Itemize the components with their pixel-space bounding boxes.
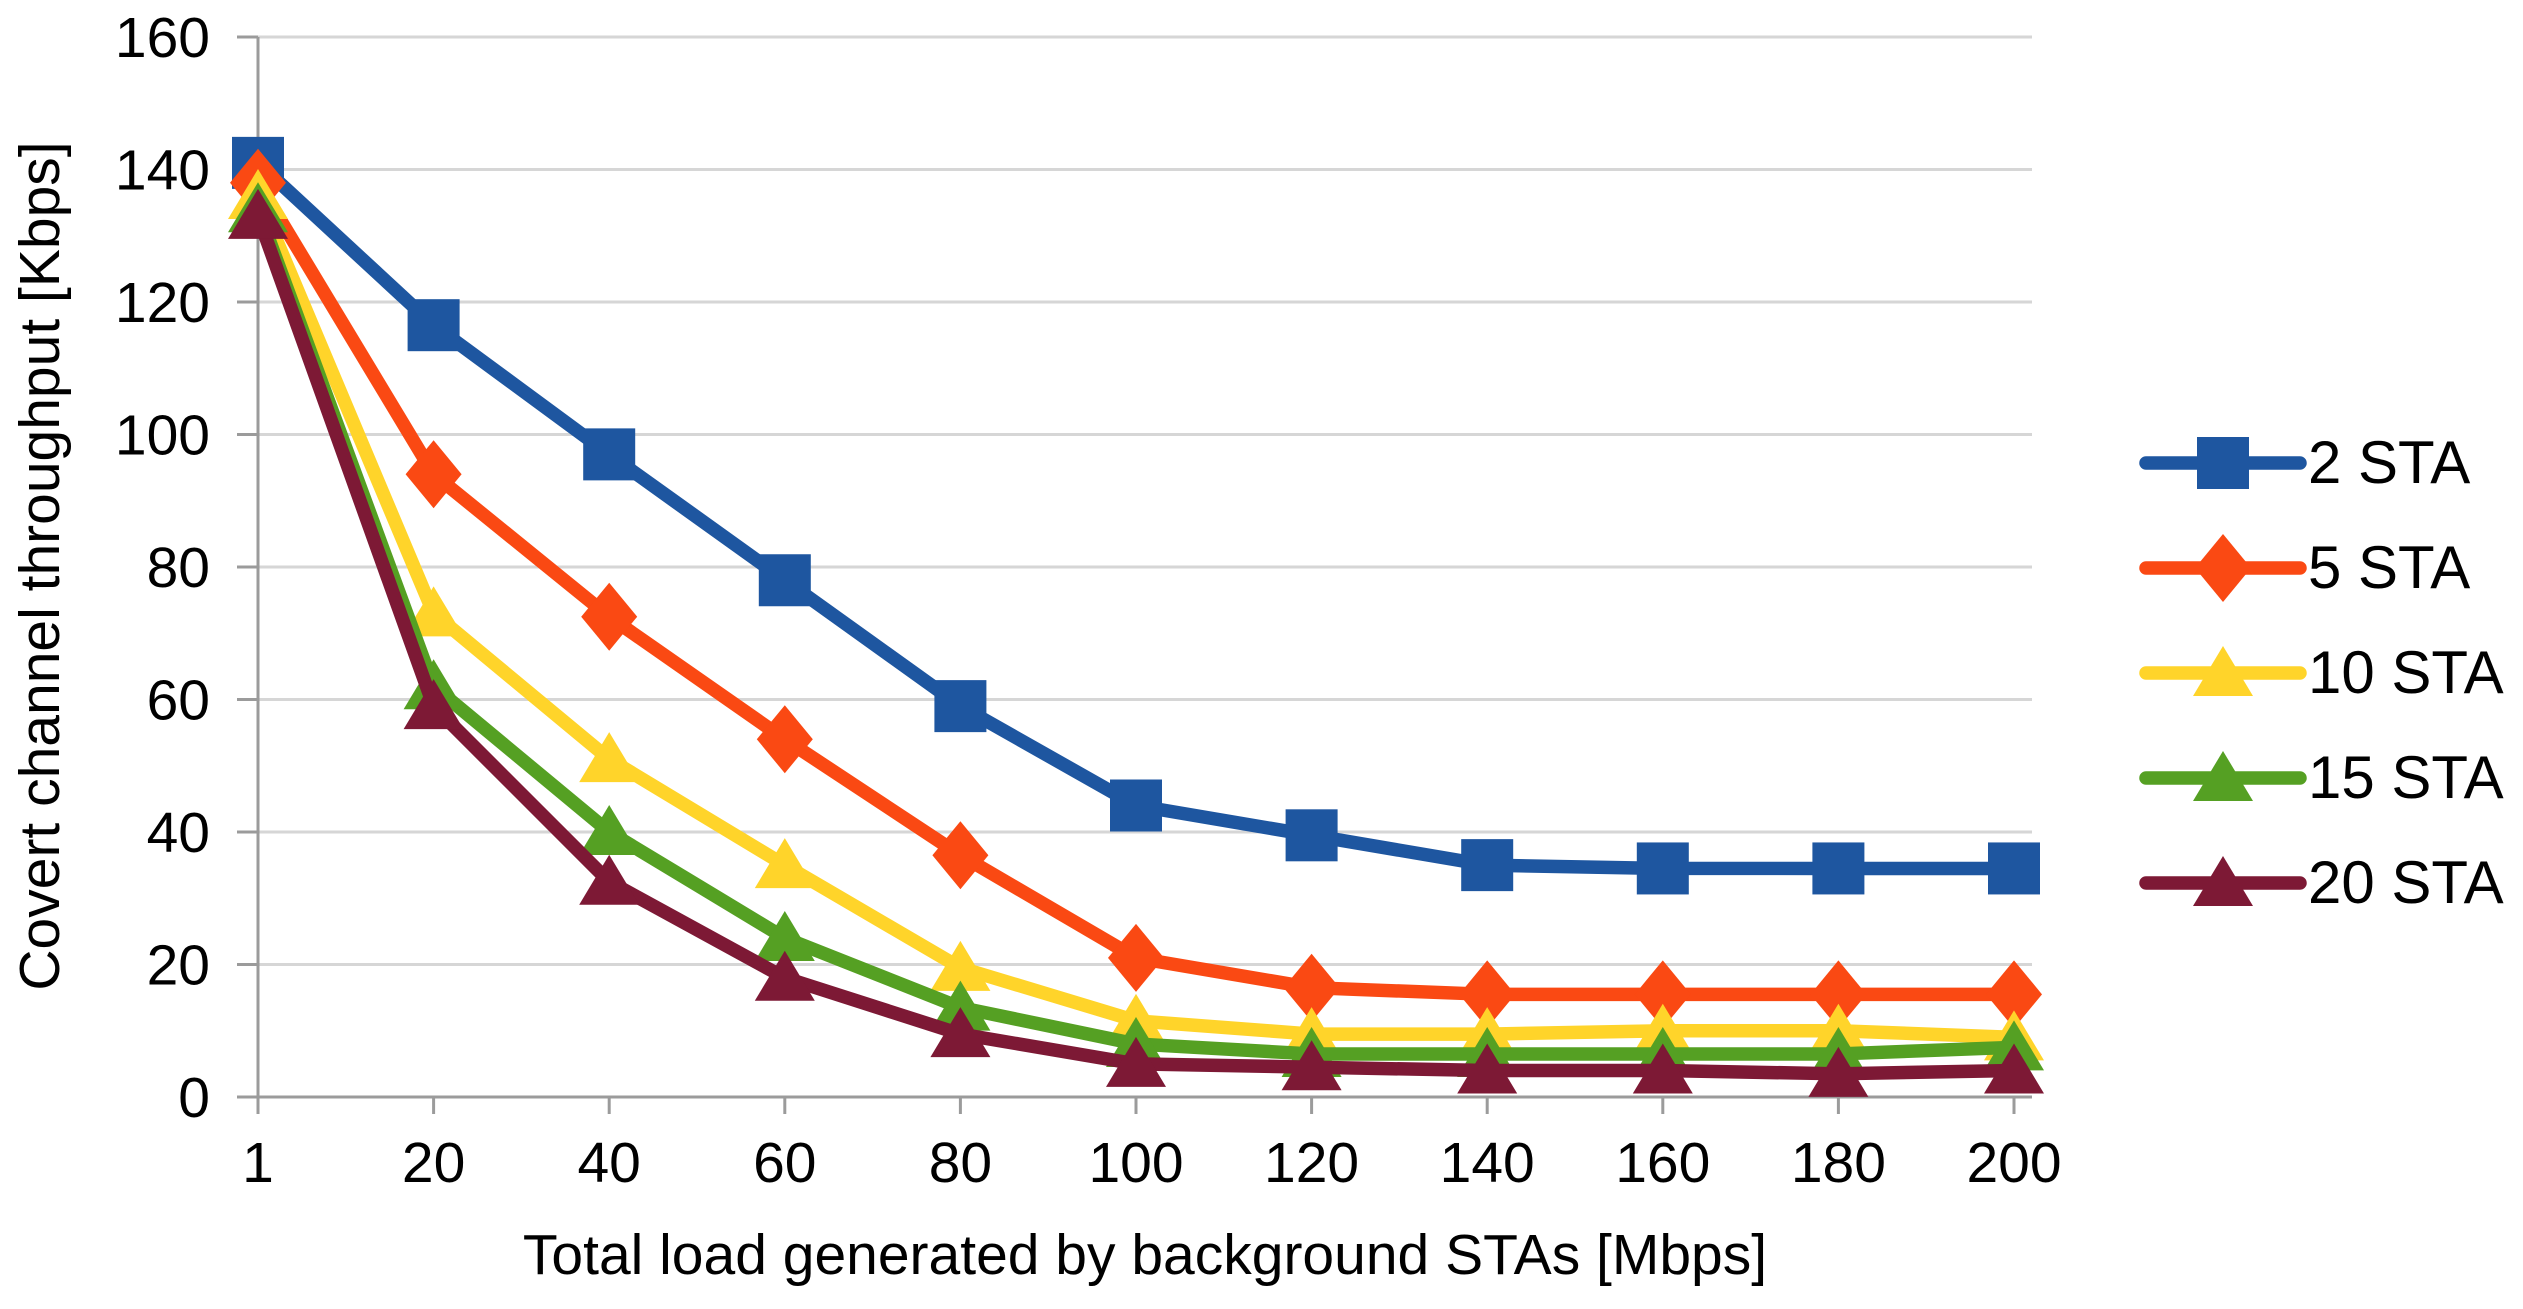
- marker-2-sta-x100: [1110, 779, 1162, 832]
- marker-5-sta-x40: [581, 582, 638, 651]
- y-tick-label-160: 160: [115, 6, 210, 70]
- x-axis-title: Total load generated by background STAs …: [522, 1223, 1768, 1287]
- marker-2-sta-x80: [934, 680, 987, 733]
- marker-20-sta-x200: [1984, 1043, 2044, 1094]
- legend-marker-triangle: [2139, 751, 2307, 801]
- y-tick-label-0: 0: [178, 1066, 210, 1130]
- y-tick-label-60: 60: [147, 669, 210, 733]
- x-tick-label-180: 180: [1791, 1131, 1886, 1195]
- legend-item-20-sta: 20 STA: [2138, 840, 2504, 926]
- marker-5-sta-x20: [405, 440, 462, 509]
- y-tick-label-120: 120: [115, 271, 210, 335]
- marker-20-sta-x120: [1281, 1040, 1342, 1091]
- marker-5-sta-x100: [1108, 923, 1164, 992]
- marker-5-sta-x140: [1459, 960, 1516, 1029]
- x-tick-label-60: 60: [753, 1131, 816, 1195]
- marker-2-sta-x160: [1636, 842, 1689, 895]
- marker-15-sta-x40: [579, 805, 640, 855]
- legend-item-5-sta: 5 STA: [2138, 525, 2470, 611]
- marker-2-sta-x200: [1988, 842, 2040, 895]
- y-tick-label-80: 80: [147, 536, 210, 600]
- x-tick-label-120: 120: [1264, 1131, 1359, 1195]
- marker-5-sta-x200: [1986, 960, 2042, 1029]
- y-tick-label-140: 140: [115, 139, 210, 203]
- marker-20-sta-x60: [754, 950, 815, 1001]
- legend-label: 2 STA: [2308, 429, 2471, 496]
- legend-item-10-sta: 10 STA: [2138, 630, 2504, 716]
- marker-5-sta-x120: [1283, 953, 1340, 1022]
- marker-2-sta-x120: [1285, 809, 1338, 862]
- marker-2-sta-x180: [1812, 842, 1865, 895]
- y-axis-title: Covert channel throughput [Kbps]: [8, 141, 72, 991]
- marker-20-sta-x1: [228, 188, 288, 239]
- marker-20-sta-x40: [579, 854, 640, 905]
- marker-20-sta-x100: [1106, 1036, 1166, 1087]
- y-tick-label-20: 20: [147, 934, 210, 998]
- marker-10-sta-x80: [930, 940, 991, 991]
- series-line-10-sta: [251, 189, 2021, 1045]
- x-tick-label-80: 80: [929, 1131, 992, 1195]
- marker-10-sta-x40: [579, 732, 640, 783]
- marker-5-sta-x180: [1810, 960, 1867, 1029]
- y-tick-label-100: 100: [115, 404, 210, 468]
- x-tick-label-140: 140: [1440, 1131, 1535, 1195]
- x-tick-label-1: 1: [242, 1131, 274, 1195]
- x-tick-label-100: 100: [1088, 1131, 1183, 1195]
- marker-10-sta-x20: [403, 586, 464, 637]
- legend-label: 15 STA: [2308, 744, 2504, 811]
- marker-2-sta-x40: [583, 428, 636, 481]
- legend-marker-triangle: [2139, 646, 2307, 696]
- x-tick-label-20: 20: [402, 1131, 465, 1195]
- y-tick-label-40: 40: [147, 801, 210, 865]
- legend-item-15-sta: 15 STA: [2138, 735, 2504, 821]
- marker-5-sta-x60: [756, 705, 813, 774]
- marker-2-sta-x20: [407, 299, 460, 352]
- marker-2-sta-x60: [758, 554, 811, 607]
- marker-15-sta-x60: [754, 911, 815, 961]
- legend-marker-diamond: [2139, 534, 2307, 602]
- legend-marker-square: [2139, 437, 2307, 489]
- legend-label: 20 STA: [2308, 849, 2504, 916]
- x-tick-label-160: 160: [1615, 1131, 1710, 1195]
- x-tick-label-40: 40: [577, 1131, 640, 1195]
- marker-5-sta-x160: [1634, 960, 1691, 1029]
- marker-5-sta-x80: [932, 821, 989, 890]
- x-tick-label-200: 200: [1966, 1131, 2061, 1195]
- marker-15-sta-x80: [930, 980, 991, 1031]
- legend-item-2-sta: 2 STA: [2138, 420, 2470, 506]
- marker-20-sta-x80: [930, 1007, 991, 1058]
- legend-label: 5 STA: [2308, 534, 2471, 601]
- marker-20-sta-x140: [1457, 1043, 1518, 1094]
- marker-20-sta-x20: [403, 679, 464, 730]
- marker-20-sta-x180: [1808, 1046, 1869, 1097]
- legend-label: 10 STA: [2308, 639, 2504, 706]
- marker-2-sta-x140: [1461, 839, 1514, 892]
- marker-20-sta-x160: [1632, 1043, 1693, 1094]
- marker-10-sta-x60: [754, 838, 815, 889]
- legend-marker-triangle: [2139, 856, 2307, 906]
